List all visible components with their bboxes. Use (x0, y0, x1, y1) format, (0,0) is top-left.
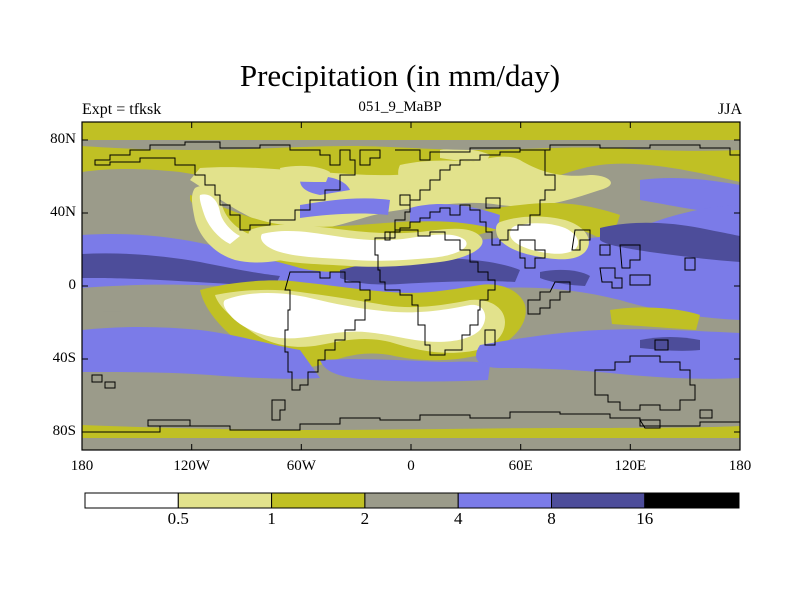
colorbar-label-4: 4 (453, 509, 463, 528)
lat-label-0: 0 (68, 277, 77, 293)
lon-label-0: 0 (407, 458, 415, 474)
axis-ticks (81, 122, 741, 450)
map-field (82, 122, 740, 450)
colorbar-bin-5 (457, 492, 553, 509)
colorbar-label-1: 1 (267, 509, 276, 528)
lon-label-60w: 60W (286, 458, 316, 474)
colorbar-bin-1 (84, 492, 179, 509)
lon-label-180w: 180 (70, 458, 94, 474)
season-label: JJA (717, 101, 742, 118)
colorbar-label-16: 16 (636, 509, 654, 528)
experiment-label: Expt = tfksk (82, 101, 162, 118)
lon-label-60e: 60E (508, 458, 533, 474)
plot-title: Precipitation (in mm/day) (239, 58, 561, 93)
lat-label-40n: 40N (50, 204, 76, 220)
land-outlines (82, 141, 740, 433)
lon-label-120e: 120E (614, 458, 647, 474)
lat-label-80s: 80S (52, 423, 76, 439)
period-label: 051_9_MaBP (358, 99, 442, 115)
colorbar-bin-6 (551, 492, 646, 509)
lat-label-40s: 40S (52, 350, 76, 366)
colorbar-label-8: 8 (547, 509, 556, 528)
colorbar-bin-2 (177, 492, 273, 509)
colorbar-label-2: 2 (360, 509, 370, 528)
lat-label-80n: 80N (50, 131, 76, 147)
lon-label-120w: 120W (173, 458, 211, 474)
lon-label-180e: 180 (728, 458, 752, 474)
colorbar-label-0-5: 0.5 (167, 509, 189, 528)
colorbar-bin-7 (644, 492, 740, 509)
colorbar (84, 492, 740, 509)
colorbar-bin-4 (364, 492, 459, 509)
colorbar-bin-3 (271, 492, 366, 509)
